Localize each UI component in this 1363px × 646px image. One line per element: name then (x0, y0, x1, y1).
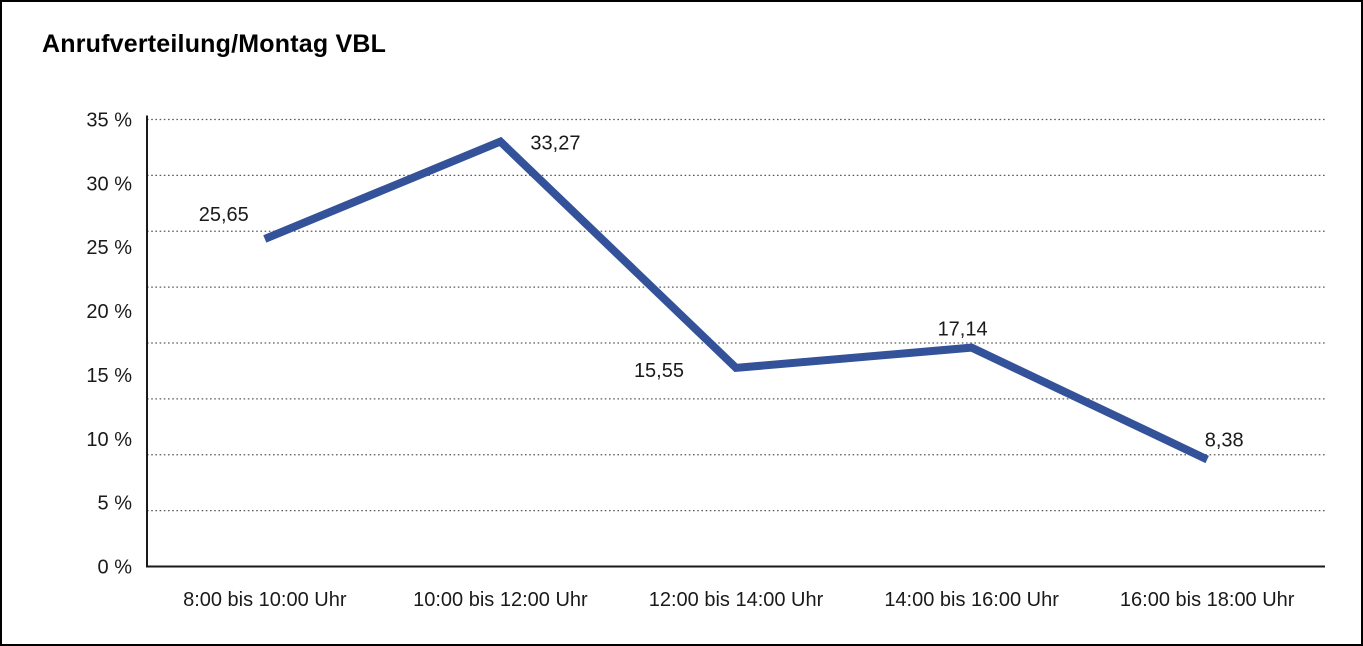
x-tick-label: 14:00 bis 16:00 Uhr (884, 589, 1059, 611)
data-point-label: 25,65 (199, 204, 249, 226)
x-tick-label: 10:00 bis 12:00 Uhr (413, 589, 588, 611)
y-tick-label: 35 % (86, 110, 132, 132)
y-tick-label: 20 % (86, 301, 132, 323)
y-tick-label: 0 % (98, 557, 133, 579)
y-tick-label: 30 % (86, 173, 132, 195)
data-point-label: 8,38 (1205, 429, 1244, 451)
y-tick-label: 5 % (98, 493, 133, 515)
x-tick-label: 8:00 bis 10:00 Uhr (183, 589, 347, 611)
y-tick-label: 15 % (86, 365, 132, 387)
y-tick-label: 25 % (86, 237, 132, 259)
data-point-label: 33,27 (530, 133, 580, 155)
data-point-label: 15,55 (634, 360, 684, 382)
x-tick-label: 12:00 bis 14:00 Uhr (649, 589, 824, 611)
data-point-label: 17,14 (938, 319, 988, 341)
data-line (263, 136, 1209, 464)
x-tick-label: 16:00 bis 18:00 Uhr (1120, 589, 1295, 611)
chart-title: Anrufverteilung/Montag VBL (42, 30, 387, 58)
y-tick-label: 10 % (86, 429, 132, 451)
